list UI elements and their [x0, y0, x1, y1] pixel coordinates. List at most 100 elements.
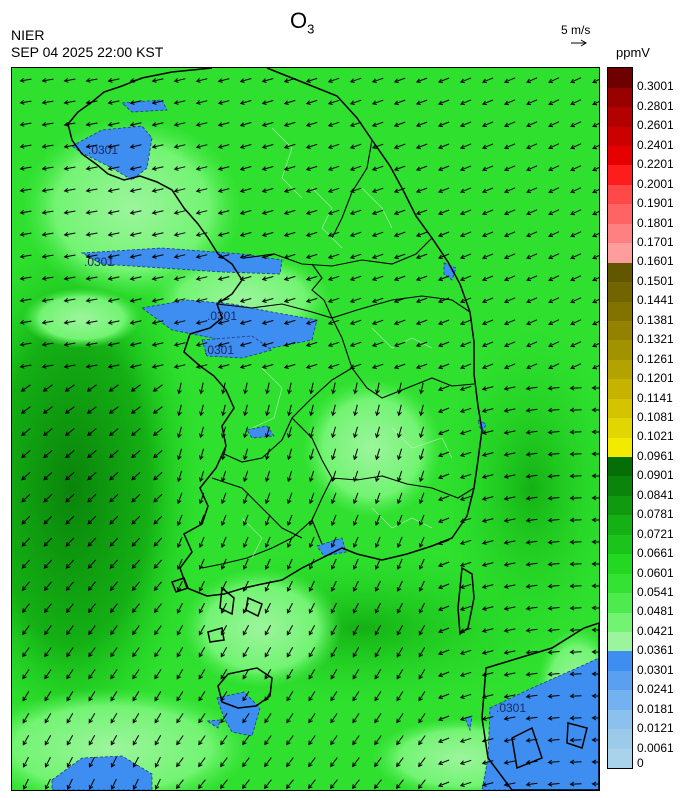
colorbar-segment — [608, 437, 632, 457]
wind-arrow — [570, 209, 582, 216]
wind-arrow — [44, 669, 52, 680]
wind-arrow — [242, 558, 249, 570]
colorbar-label: 0.0661 — [637, 546, 674, 561]
wind-arrow — [418, 536, 425, 549]
wind-arrow — [569, 605, 582, 611]
wind-arrow — [374, 735, 382, 746]
wind-arrow — [396, 624, 404, 636]
wind-arrow — [570, 165, 582, 172]
colorbar-segment — [608, 126, 632, 146]
wind-arrow — [591, 495, 599, 501]
wind-arrow — [43, 450, 53, 459]
wind-arrow — [569, 715, 582, 721]
wind-arrow — [330, 492, 337, 505]
wind-arrow — [525, 429, 538, 435]
wind-arrow — [459, 583, 472, 589]
wind-arrow — [308, 580, 315, 592]
wind-arrow — [374, 646, 382, 658]
wind-arrow — [459, 451, 472, 457]
wind-arrow — [481, 165, 494, 172]
wind-arrow — [63, 166, 76, 171]
wind-arrow — [330, 580, 337, 592]
wind-arrow — [305, 319, 318, 325]
colorbar-label: 0.0181 — [637, 701, 674, 716]
wind-arrow — [548, 253, 560, 260]
wind-arrow — [153, 471, 163, 481]
wind-arrow — [371, 341, 384, 347]
wind-arrow — [459, 143, 472, 150]
wind-arrow — [525, 385, 538, 391]
colorbar-label: 0.1201 — [637, 371, 674, 386]
wind-arrow — [503, 518, 516, 523]
wind-arrow — [437, 715, 450, 722]
wind-arrow — [19, 77, 32, 83]
wind-arrow — [154, 691, 162, 702]
wind-arrow — [217, 364, 230, 369]
wind-arrow — [397, 404, 402, 417]
wind-arrow — [437, 627, 450, 634]
wind-arrow — [570, 187, 582, 194]
wind-arrow — [239, 144, 252, 149]
colorbar-label: 0.0061 — [637, 740, 674, 755]
colorbar-segment — [608, 262, 632, 283]
wind-arrow — [107, 78, 120, 83]
wind-arrow — [327, 143, 340, 149]
wind-arrow — [41, 100, 54, 105]
wind-arrow — [86, 406, 97, 414]
wind-arrow — [109, 537, 119, 547]
wind-arrow — [241, 779, 250, 790]
wind-arrow — [19, 121, 32, 127]
wind-arrow — [152, 406, 163, 414]
colorbar-segment — [608, 359, 632, 380]
colorbar-segment — [608, 690, 632, 710]
wind-arrow — [219, 779, 228, 790]
colorbar-segment — [608, 515, 632, 535]
wind-arrow — [131, 493, 141, 503]
wind-arrow — [19, 209, 32, 215]
wind-arrow — [393, 341, 406, 348]
wind-arrow — [592, 78, 599, 84]
wind-arrow — [437, 583, 450, 590]
colorbar-label: 0.0901 — [637, 468, 674, 483]
wind-arrow — [286, 514, 293, 527]
wind-arrow — [419, 448, 425, 461]
wind-arrow — [22, 756, 29, 768]
wind-arrow — [199, 426, 204, 439]
wind-arrow — [591, 539, 599, 545]
wind-arrow — [239, 276, 252, 281]
wind-arrow — [129, 78, 142, 83]
wind-arrow — [87, 559, 97, 569]
wind-arrow — [396, 536, 403, 549]
wind-arrow — [569, 583, 582, 589]
wind-arrow — [459, 737, 472, 743]
wind-arrow — [308, 492, 315, 505]
wind-arrow — [65, 581, 74, 591]
colorbar-segment — [608, 184, 632, 205]
wind-arrow — [65, 493, 75, 503]
wind-arrow — [305, 363, 318, 369]
wind-arrow — [374, 602, 381, 614]
wind-arrow — [503, 363, 516, 370]
wind-arrow — [176, 492, 183, 505]
wind-arrow — [570, 319, 582, 326]
wind-arrow — [110, 778, 117, 790]
wind-arrow — [173, 144, 186, 149]
wind-arrow — [129, 210, 142, 215]
wind-arrow — [107, 100, 120, 105]
wind-arrow — [21, 537, 31, 547]
colorbar-label: 0.0121 — [637, 721, 674, 736]
wind-arrow — [547, 649, 560, 655]
wind-arrow — [242, 735, 250, 746]
wind-arrow — [374, 492, 381, 505]
wind-arrow — [526, 319, 538, 326]
wind-arrow — [503, 782, 516, 787]
wind-arrow — [43, 515, 53, 525]
wind-arrow — [569, 737, 582, 743]
wind-arrow — [592, 342, 599, 348]
wind-arrow — [177, 470, 183, 483]
wind-arrow — [547, 715, 560, 721]
wind-arrow — [41, 122, 54, 127]
wind-arrow — [459, 517, 472, 523]
wind-arrow — [151, 298, 164, 303]
wind-arrow — [349, 253, 362, 259]
